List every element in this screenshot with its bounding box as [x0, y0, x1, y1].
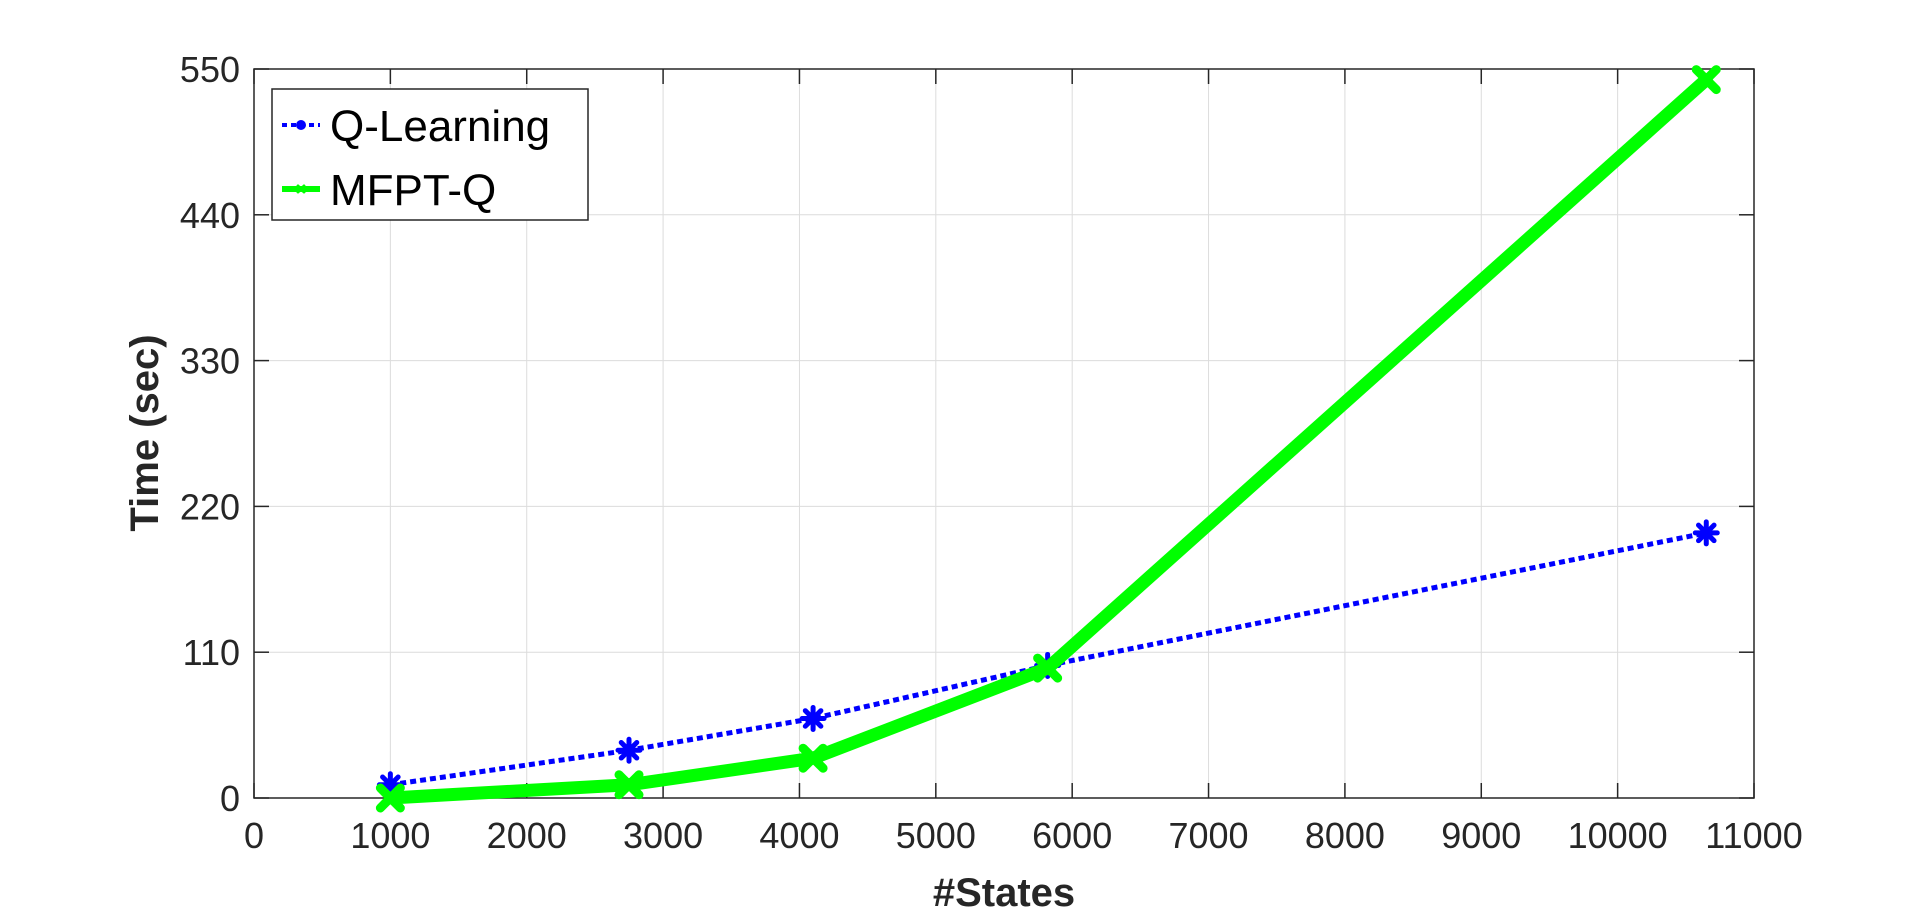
data-point	[375, 783, 405, 813]
axes-box	[253, 68, 1755, 799]
data-point	[1691, 65, 1721, 95]
y-tick-label: 330	[180, 341, 240, 382]
marker-stroke	[1695, 522, 1717, 544]
legend: Q-Learning MFPT-Q	[271, 88, 589, 221]
x-tick-label: 1000	[350, 815, 430, 856]
y-tick-label: 220	[180, 486, 240, 527]
data-point	[614, 770, 644, 800]
marker-stroke	[798, 743, 828, 773]
data-point	[799, 704, 827, 732]
legend-label: Q-Learning	[330, 102, 550, 151]
x-tick-label: 0	[244, 815, 264, 856]
data-point	[1033, 653, 1063, 683]
series-layer	[375, 65, 1721, 813]
y-tick-label: 0	[220, 778, 240, 819]
x-tick-label: 8000	[1305, 815, 1385, 856]
x-tick-label: 7000	[1168, 815, 1248, 856]
x-tick-label: 9000	[1441, 815, 1521, 856]
marker-stroke	[375, 783, 405, 813]
legend-label: MFPT-Q	[330, 166, 496, 215]
marker-stroke	[296, 184, 306, 194]
x-tick-labels: 0 1000 2000 3000 4000 5000 6000 7000 8000 9000 100…	[244, 815, 1803, 856]
y-tick-label: 440	[180, 195, 240, 236]
marker-stroke	[1691, 65, 1721, 95]
marker-stroke	[802, 708, 824, 729]
y-tick-labels: 0 110 220 330 440 550	[180, 49, 240, 819]
series-line	[390, 530, 1707, 788]
data-point	[615, 736, 643, 764]
x-tick-label: 5000	[896, 815, 976, 856]
legend-entry-mfpt-q: MFPT-Q	[282, 166, 496, 215]
marker-stroke	[1033, 653, 1063, 683]
y-axis-label: Time (sec)	[123, 334, 167, 531]
series-mfpt-q	[375, 65, 1721, 813]
x-tick-label: 2000	[487, 815, 567, 856]
x-tick-label: 4000	[759, 815, 839, 856]
y-tick-label: 110	[183, 632, 240, 673]
legend-marker	[296, 120, 306, 130]
legend-marker	[296, 184, 306, 194]
marker-stroke	[614, 770, 644, 800]
x-tick-label: 11000	[1705, 815, 1802, 856]
x-tick-label: 10000	[1568, 815, 1668, 856]
y-tick-label: 550	[180, 49, 240, 90]
data-point	[1692, 519, 1720, 547]
legend-box	[271, 88, 589, 221]
x-tick-label: 6000	[1032, 815, 1112, 856]
x-axis-label: #States	[933, 871, 1075, 911]
x-tick-label: 3000	[623, 815, 703, 856]
marker-stroke	[618, 740, 640, 761]
data-point	[798, 743, 828, 773]
legend-entry-q-learning: Q-Learning	[282, 102, 550, 151]
